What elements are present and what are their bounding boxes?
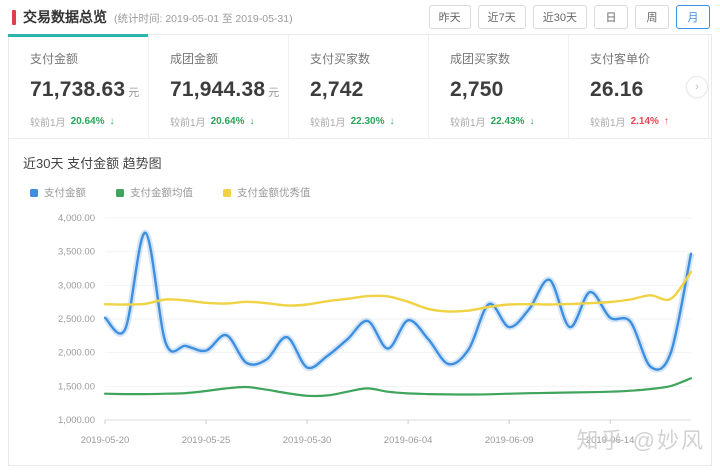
svg-text:4,000.00: 4,000.00	[58, 213, 95, 224]
range-button-month[interactable]: 月	[676, 5, 710, 29]
metric-cards-row: 支付金额 71,738.63 元 较前1月 20.64% ↓ 成团金额 71,94…	[8, 34, 711, 139]
svg-text:2,500.00: 2,500.00	[58, 314, 95, 325]
change-percent: 22.43%	[490, 116, 525, 127]
chart-title: 近30天 支付金额 趋势图	[23, 156, 162, 171]
change-percent: 20.64%	[210, 116, 245, 127]
metric-label: 成团金额	[170, 52, 219, 66]
metric-compare: 较前1月 20.64% ↓	[170, 114, 288, 129]
svg-text:1,500.00: 1,500.00	[58, 381, 95, 392]
legend-label: 支付金额	[44, 187, 86, 199]
legend-label: 支付金额优秀值	[237, 187, 311, 199]
metric-label: 支付买家数	[310, 52, 371, 66]
svg-text:2,000.00: 2,000.00	[58, 348, 95, 359]
metric-compare: 较前1月 2.14% ↑	[590, 114, 708, 129]
trend-chart-section: 近30天 支付金额 趋势图 支付金额 支付金额均值 支付金额优秀值 4,000.…	[9, 139, 711, 457]
change-percent: 2.14%	[630, 116, 659, 127]
svg-text:3,500.00: 3,500.00	[58, 247, 95, 258]
content-panel: 支付金额 71,738.63 元 较前1月 20.64% ↓ 成团金额 71,94…	[8, 34, 712, 466]
title-accent-bar	[12, 9, 16, 25]
compare-label: 较前1月	[310, 118, 346, 129]
metric-compare: 较前1月 22.30% ↓	[310, 114, 428, 129]
compare-label: 较前1月	[30, 118, 66, 129]
svg-text:2019-05-20: 2019-05-20	[81, 435, 130, 446]
compare-label: 较前1月	[170, 118, 206, 129]
change-percent: 20.64%	[70, 116, 105, 127]
trend-line-chart: 4,000.00 3,500.00 3,000.00 2,500.00 2,000.00…	[58, 213, 695, 446]
metric-label: 成团买家数	[450, 52, 511, 66]
metric-label: 支付金额	[30, 52, 79, 66]
stat-time-range: (统计时间: 2019-05-01 至 2019-05-31)	[114, 12, 293, 25]
trend-arrow-icon: ↓	[389, 116, 395, 127]
legend-swatch-blue	[30, 188, 38, 197]
metric-unit: 元	[268, 87, 280, 99]
range-button-7days[interactable]: 近7天	[477, 5, 526, 29]
legend-item-pay-amount-avg[interactable]: 支付金额均值	[116, 185, 193, 200]
svg-text:2019-06-14: 2019-06-14	[586, 435, 635, 446]
legend-item-pay-amount-best[interactable]: 支付金额优秀值	[223, 185, 311, 200]
trend-arrow-icon: ↓	[249, 116, 255, 127]
metric-value: 26.16	[590, 78, 644, 101]
change-percent: 22.30%	[350, 116, 385, 127]
range-button-30days[interactable]: 近30天	[532, 5, 587, 29]
range-button-yesterday[interactable]: 昨天	[428, 5, 471, 29]
compare-label: 较前1月	[450, 118, 486, 129]
range-button-week[interactable]: 周	[635, 5, 669, 29]
svg-text:2019-05-30: 2019-05-30	[283, 435, 332, 446]
metric-value: 2,750	[450, 78, 504, 101]
chart-legend: 支付金额 支付金额均值 支付金额优秀值	[30, 185, 711, 200]
metric-compare: 较前1月 22.43% ↓	[450, 114, 568, 129]
legend-swatch-yellow	[223, 188, 231, 197]
svg-text:3,000.00: 3,000.00	[58, 280, 95, 291]
metric-value: 2,742	[310, 78, 364, 101]
trend-arrow-icon: ↓	[529, 116, 535, 127]
page-title: 交易数据总览	[23, 9, 107, 25]
metric-card-group-buyers[interactable]: 成团买家数 2,750 较前1月 22.43% ↓	[429, 35, 569, 138]
trend-arrow-icon: ↑	[663, 116, 669, 127]
metric-value: 71,738.63 元	[30, 78, 140, 101]
metric-value: 71,944.38 元	[170, 78, 280, 101]
metric-card-price-per-order[interactable]: 支付客单价 26.16 较前1月 2.14% ↑	[569, 35, 709, 138]
metric-compare: 较前1月 20.64% ↓	[30, 114, 148, 129]
legend-label: 支付金额均值	[130, 187, 193, 199]
cards-next-chevron-icon[interactable]: ›	[686, 76, 708, 98]
svg-text:2019-05-25: 2019-05-25	[182, 435, 231, 446]
metric-card-pay-amount[interactable]: 支付金额 71,738.63 元 较前1月 20.64% ↓	[8, 34, 149, 138]
range-button-day[interactable]: 日	[594, 5, 628, 29]
legend-item-pay-amount[interactable]: 支付金额	[30, 185, 86, 200]
svg-text:2019-06-09: 2019-06-09	[485, 435, 534, 446]
legend-swatch-green	[116, 188, 124, 197]
page-header: 交易数据总览 (统计时间: 2019-05-01 至 2019-05-31) 昨…	[0, 0, 720, 34]
compare-label: 较前1月	[590, 118, 626, 129]
metric-label: 支付客单价	[590, 52, 651, 66]
metric-unit: 元	[128, 87, 140, 99]
svg-text:2019-06-04: 2019-06-04	[384, 435, 433, 446]
metric-card-pay-buyers[interactable]: 支付买家数 2,742 较前1月 22.30% ↓	[289, 35, 429, 138]
trend-arrow-icon: ↓	[109, 116, 115, 127]
time-range-switcher: 昨天 近7天 近30天 日 周 月	[428, 5, 710, 29]
svg-text:1,000.00: 1,000.00	[58, 415, 95, 426]
metric-card-group-amount[interactable]: 成团金额 71,944.38 元 较前1月 20.64% ↓	[149, 35, 289, 138]
